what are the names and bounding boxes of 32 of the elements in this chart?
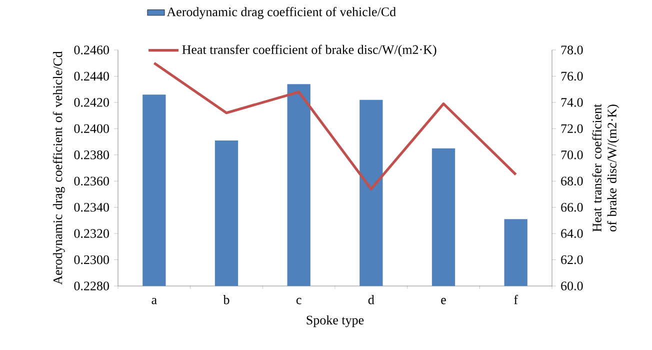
y2-axis-title: Heat transfer coefficient of brake disc/W/(m2·K) [592, 104, 620, 232]
line-series [152, 62, 518, 190]
x-tick-label: e [441, 298, 446, 304]
y-tick-label: 0.2320 [74, 229, 109, 238]
y2-tick-label: 68.0 [561, 176, 583, 186]
x-tick-label: c [296, 298, 302, 304]
y-tick-label: 0.2440 [74, 72, 109, 81]
x-tick-label: d [368, 295, 374, 304]
x-axis-title: Spoke type [306, 315, 364, 328]
y-tick-label: 0.2460 [74, 46, 109, 54]
x-tick-label: b [223, 295, 230, 304]
y2-tick-label: 66.0 [561, 202, 583, 212]
y-tick-label: 0.2300 [74, 255, 109, 264]
y-tick-label: 0.2420 [74, 98, 109, 107]
y2-tick-label: 72.0 [561, 124, 583, 134]
y-tick-label: 0.2400 [74, 124, 109, 134]
y2-tick-label: 76.0 [561, 72, 583, 81]
x-tick-label: a [152, 298, 157, 304]
y-tick-label: 0.2280 [74, 282, 109, 290]
y2-tick-label: 60.0 [561, 282, 583, 290]
y2-tick-label: 64.0 [561, 229, 583, 238]
y-axis-title: Aerodynamic drag coefficient of vehicle/Cd [52, 51, 65, 285]
x-tick-label: f [514, 294, 518, 304]
y2-tick-label: 62.0 [561, 255, 583, 264]
y2-tick-label: 70.0 [561, 150, 583, 160]
legend-label: Heat transfer coefficient of brake disc/W/(m2·K) [182, 44, 436, 57]
y2-tick-label: 78.0 [561, 46, 583, 54]
y-tick-label: 0.2360 [74, 176, 109, 186]
legend-label: Aerodynamic drag coefficient of vehicle/Cd [166, 6, 396, 19]
y-tick-label: 0.2340 [74, 202, 109, 212]
y-tick-label: 0.2380 [74, 150, 109, 160]
y2-tick-label: 74.0 [561, 98, 583, 107]
